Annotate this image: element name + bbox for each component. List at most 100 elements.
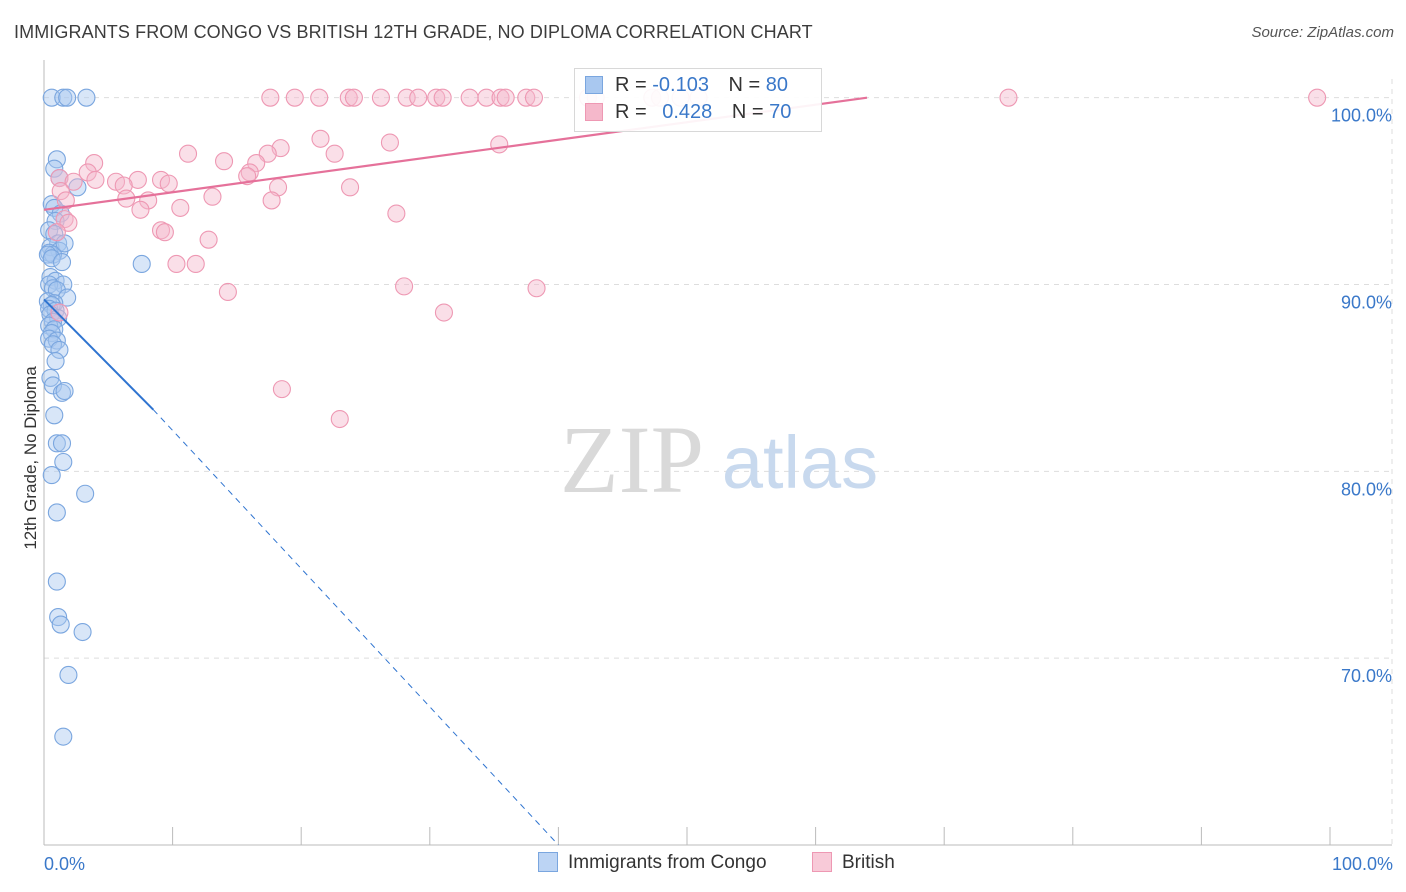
- data-point: [50, 168, 69, 188]
- data-point: [238, 167, 257, 186]
- stats-row-congo: R = -0.103 N = 80: [585, 74, 788, 100]
- n-value-british: 70: [769, 101, 792, 123]
- british-swatch: [585, 103, 603, 121]
- axes: [43, 60, 1392, 846]
- data-point: [52, 253, 72, 272]
- data-point: [477, 88, 496, 107]
- data-point: [178, 144, 198, 163]
- stats-row-british: R = 0.428 N = 70: [585, 101, 791, 127]
- gridlines: [44, 79, 1393, 845]
- data-point: [59, 665, 78, 685]
- data-point: [999, 88, 1018, 107]
- data-point: [527, 279, 546, 298]
- data-point: [427, 88, 446, 107]
- data-point: [272, 380, 291, 399]
- data-point: [490, 135, 509, 154]
- data-point: [42, 466, 61, 485]
- source-label: Source: ZipAtlas.com: [1251, 24, 1394, 41]
- data-point: [311, 129, 330, 148]
- data-point: [55, 381, 74, 401]
- n-label: N =: [728, 74, 761, 96]
- data-point: [218, 282, 237, 302]
- congo-legend-swatch: [538, 852, 558, 872]
- data-point: [77, 88, 96, 107]
- data-point: [86, 170, 105, 189]
- r-value-congo: -0.103: [652, 74, 709, 96]
- x-tick-label-min: 0.0%: [44, 854, 85, 874]
- data-point: [45, 294, 64, 313]
- y-tick-label-90: 90.0%: [1341, 293, 1392, 313]
- data-point: [517, 88, 536, 107]
- data-point: [47, 503, 66, 522]
- y-tick-label-70: 70.0%: [1341, 666, 1392, 686]
- data-point: [47, 223, 66, 242]
- data-point: [285, 88, 304, 107]
- data-point: [261, 88, 280, 107]
- data-point: [325, 144, 344, 163]
- legend-item-british[interactable]: British: [812, 852, 895, 874]
- data-point: [199, 230, 218, 249]
- data-point: [45, 406, 64, 425]
- data-point: [460, 88, 479, 107]
- data-point: [41, 368, 60, 387]
- data-point: [54, 452, 73, 472]
- data-point: [54, 727, 73, 746]
- chart-title: IMMIGRANTS FROM CONGO VS BRITISH 12TH GR…: [14, 22, 813, 42]
- data-point: [50, 303, 69, 322]
- british-legend-swatch: [812, 852, 832, 872]
- data-point: [73, 622, 92, 642]
- stats-legend: R = -0.103 N = 80 R = 0.428 N = 70: [574, 68, 822, 132]
- series-congo: [38, 88, 151, 746]
- data-point: [58, 88, 77, 107]
- data-point: [171, 198, 190, 217]
- data-point: [371, 88, 390, 107]
- data-point: [76, 484, 95, 503]
- data-point: [341, 178, 360, 197]
- data-point: [395, 277, 414, 296]
- data-point: [52, 383, 72, 402]
- data-point: [203, 187, 222, 206]
- data-point: [42, 249, 61, 268]
- data-point: [49, 608, 68, 627]
- data-point: [51, 615, 70, 634]
- data-point: [51, 182, 70, 201]
- y-tick-label-80: 80.0%: [1341, 479, 1392, 499]
- legend-item-congo[interactable]: Immigrants from Congo: [538, 852, 767, 874]
- n-label: N =: [731, 101, 764, 123]
- data-point: [1308, 88, 1327, 107]
- data-point: [433, 88, 452, 107]
- data-point: [45, 159, 64, 178]
- data-point: [491, 88, 510, 107]
- legend-label-british: British: [842, 852, 895, 873]
- data-point: [330, 409, 349, 429]
- data-point: [50, 340, 69, 359]
- data-point: [47, 434, 66, 453]
- y-axis-title: 12th Grade, No Diploma: [21, 366, 40, 550]
- data-point: [339, 88, 358, 107]
- axis-labels: 70.0% 80.0% 90.0% 100.0% 0.0% 100.0% 12th Grad…: [21, 106, 1393, 874]
- y-tick-label-100: 100.0%: [1331, 106, 1392, 126]
- data-point: [310, 88, 329, 107]
- congo-swatch: [585, 76, 603, 94]
- data-point: [387, 204, 406, 223]
- data-point: [214, 152, 234, 171]
- data-point: [496, 88, 515, 107]
- series-legend: Immigrants from Congo British: [0, 852, 1406, 878]
- data-point: [46, 352, 65, 371]
- r-value-british: 0.428: [662, 101, 713, 123]
- data-point: [132, 254, 151, 274]
- data-point: [380, 133, 399, 152]
- data-point: [434, 303, 453, 322]
- r-label: R =: [615, 74, 647, 96]
- data-point: [167, 254, 186, 274]
- data-point: [47, 572, 66, 591]
- legend-label-congo: Immigrants from Congo: [568, 852, 767, 873]
- x-tick-label-max: 100.0%: [1332, 854, 1393, 874]
- data-point: [56, 191, 75, 210]
- data-point: [78, 163, 97, 182]
- data-point: [262, 191, 281, 210]
- series-british: [47, 88, 1327, 429]
- r-label: R =: [615, 101, 647, 123]
- watermark: ZIP atlas: [560, 406, 878, 513]
- data-point: [52, 434, 72, 453]
